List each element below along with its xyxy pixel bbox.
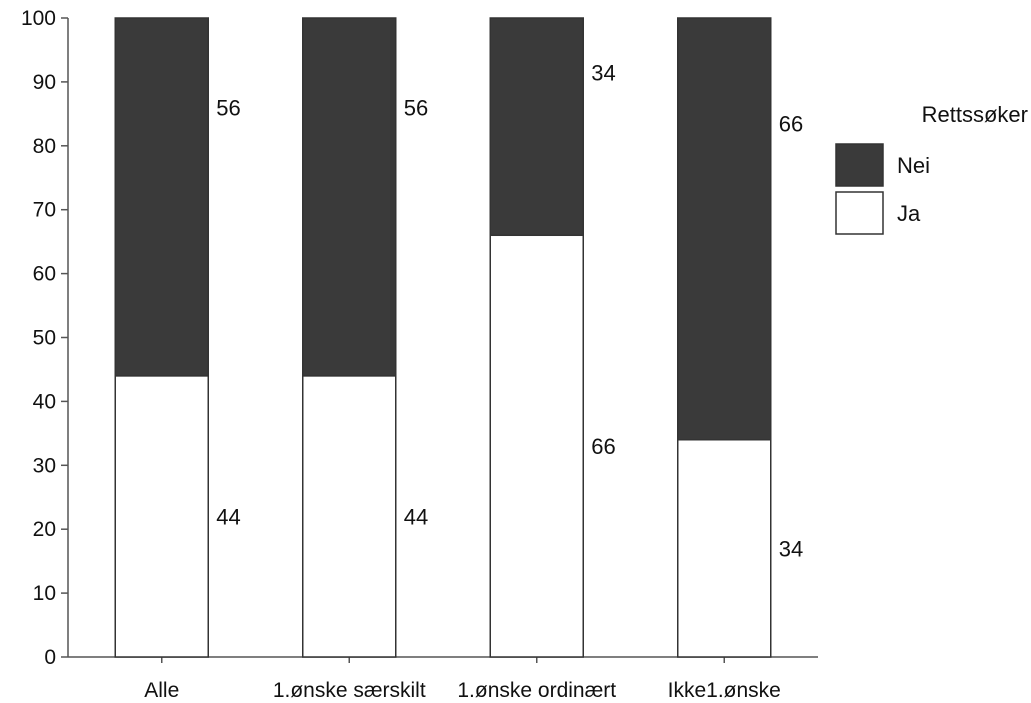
y-tick-label: 90 — [33, 71, 56, 94]
x-tick-label: Ikke1.ønske — [668, 679, 781, 702]
value-label-nei: 34 — [591, 60, 615, 85]
y-tick-label: 50 — [33, 327, 56, 350]
value-label-ja: 34 — [779, 536, 803, 561]
bar-nei-1 — [302, 17, 397, 377]
x-tick-label: Alle — [144, 679, 179, 702]
legend-title: Rettssøker — [922, 102, 1028, 127]
y-axis: 0 10 20 30 40 50 60 70 80 90 100 — [21, 7, 69, 669]
legend-label-ja: Ja — [897, 201, 921, 226]
y-tick-label: 70 — [33, 199, 56, 222]
bars — [114, 17, 772, 658]
value-label-ja: 66 — [591, 434, 615, 459]
value-label-nei: 56 — [216, 95, 240, 120]
value-labels: 44 56 44 56 66 34 34 66 — [216, 60, 803, 561]
bar-nei-3 — [677, 17, 772, 441]
value-label-nei: 66 — [779, 111, 803, 136]
legend-swatch-nei — [835, 143, 884, 187]
y-tick-label: 80 — [33, 135, 56, 158]
x-tick-label: 1.ønske særskilt — [273, 679, 426, 702]
y-tick-label: 20 — [33, 518, 56, 541]
x-axis: Alle 1.ønske særskilt 1.ønske ordinært Ikke… — [68, 656, 818, 702]
y-tick-label: 10 — [33, 582, 56, 605]
bar-ja-1 — [302, 375, 397, 658]
legend-label-nei: Nei — [897, 153, 930, 178]
y-tick-label: 40 — [33, 390, 56, 413]
value-label-nei: 56 — [404, 95, 428, 120]
x-tick-label: 1.ønske ordinært — [457, 679, 616, 702]
y-tick-label: 100 — [21, 7, 56, 30]
bar-ja-2 — [489, 234, 584, 658]
value-label-ja: 44 — [404, 504, 428, 529]
legend: Rettssøker Nei Ja — [835, 102, 1028, 235]
bar-nei-2 — [489, 17, 584, 237]
bar-ja-0 — [114, 375, 209, 658]
bar-nei-0 — [114, 17, 209, 377]
y-tick-label: 60 — [33, 263, 56, 286]
bar-ja-3 — [677, 438, 772, 658]
y-tick-label: 30 — [33, 454, 56, 477]
value-label-ja: 44 — [216, 504, 240, 529]
y-tick-label: 0 — [44, 646, 56, 669]
legend-swatch-ja — [835, 191, 884, 235]
